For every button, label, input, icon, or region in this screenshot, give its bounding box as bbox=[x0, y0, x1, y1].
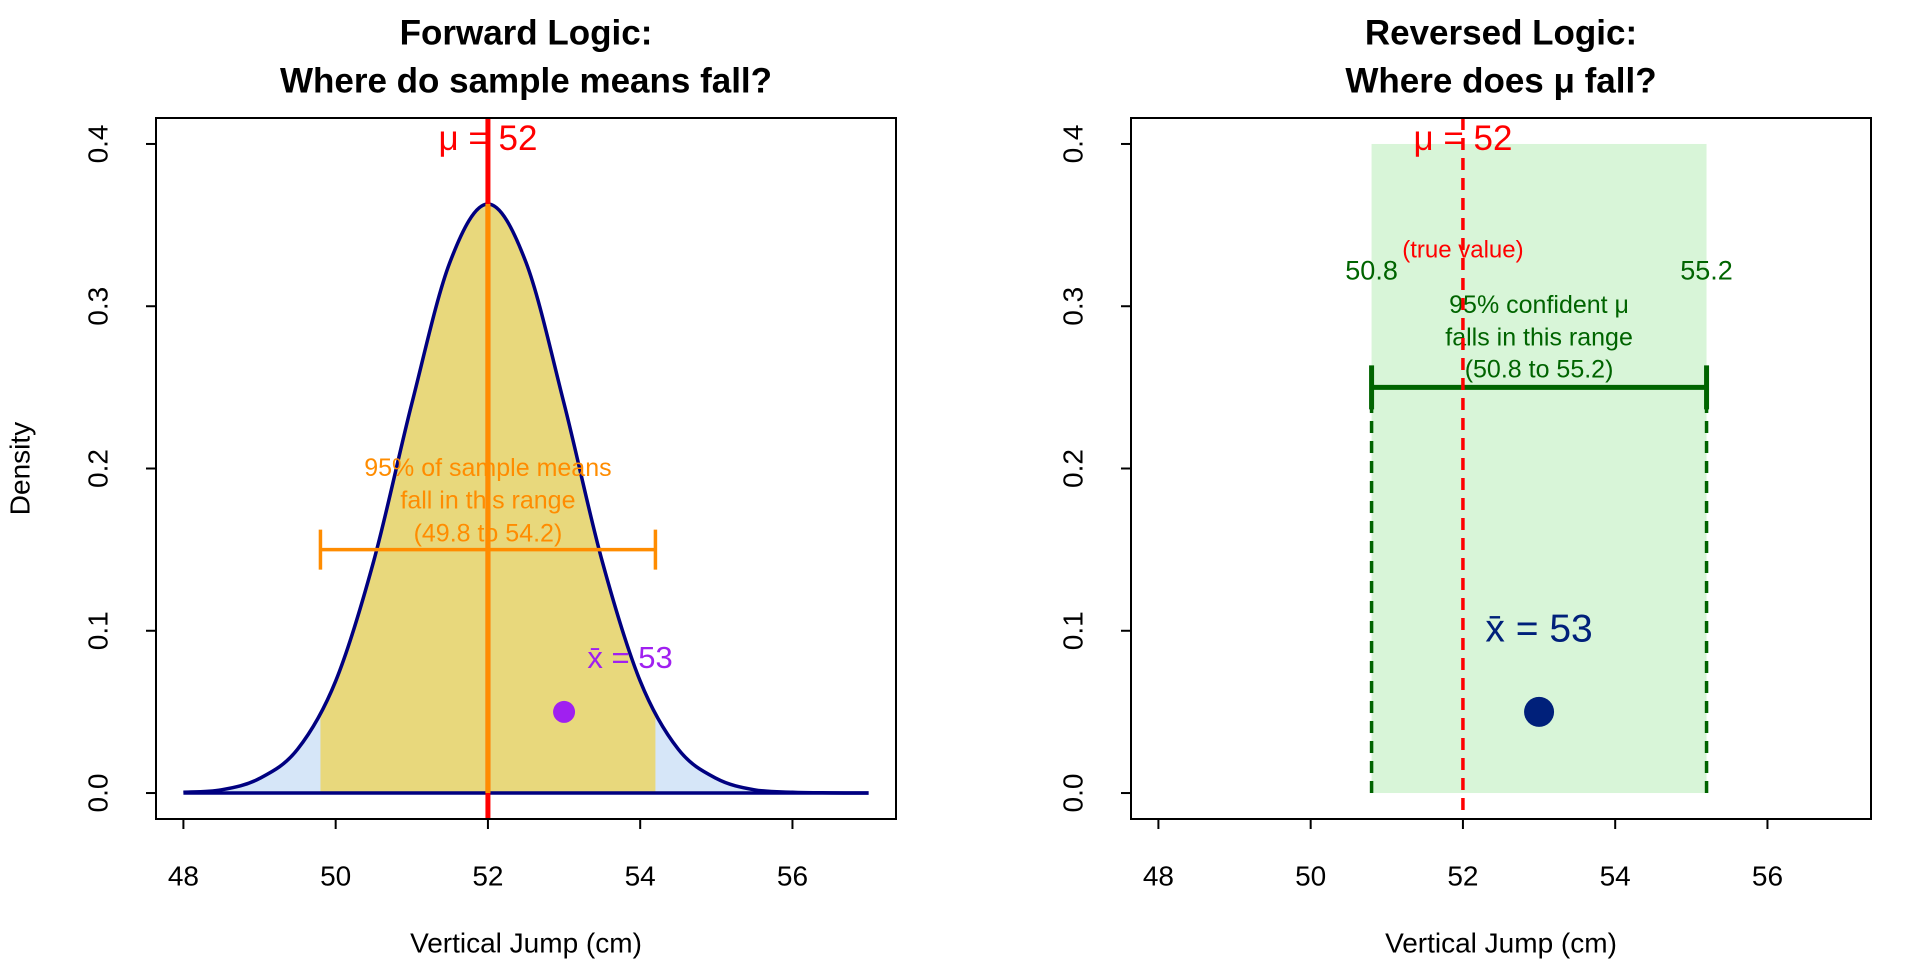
x-tick-label: 48 bbox=[168, 860, 199, 891]
interval-note: (50.8 to 55.2) bbox=[1465, 356, 1614, 384]
y-axis-label: Density bbox=[4, 422, 35, 515]
mu-note: (true value) bbox=[1402, 236, 1523, 263]
chart-title: Reversed Logic: bbox=[1365, 13, 1637, 52]
chart-title: Where do sample means fall? bbox=[280, 61, 772, 100]
y-tick-label: 0.2 bbox=[82, 449, 113, 488]
sample-mean-point bbox=[1524, 696, 1555, 727]
interval-note: (49.8 to 54.2) bbox=[414, 520, 563, 548]
interval-note: 95% confident μ bbox=[1449, 291, 1629, 319]
chart-title: Forward Logic: bbox=[400, 13, 653, 52]
x-tick-label: 54 bbox=[625, 860, 656, 891]
x-tick-label: 56 bbox=[1752, 860, 1783, 891]
chart-title: Where does μ fall? bbox=[1345, 61, 1656, 100]
x-axis-label: Vertical Jump (cm) bbox=[1385, 927, 1617, 958]
interval-note: 95% of sample means bbox=[364, 454, 611, 482]
x-tick-label: 50 bbox=[320, 860, 351, 891]
interval-note: fall in this range bbox=[400, 486, 575, 514]
x-tick-label: 50 bbox=[1295, 860, 1326, 891]
x-tick-label: 54 bbox=[1600, 860, 1631, 891]
mu-label: μ = 52 bbox=[438, 119, 537, 158]
y-tick-label: 0.0 bbox=[82, 774, 113, 813]
x-tick-label: 56 bbox=[777, 860, 808, 891]
interval-note: falls in this range bbox=[1445, 323, 1633, 351]
sample-mean-label: x̄ = 53 bbox=[587, 640, 672, 675]
sample-mean-label: x̄ = 53 bbox=[1485, 608, 1592, 651]
y-tick-label: 0.1 bbox=[82, 611, 113, 650]
x-tick-label: 52 bbox=[472, 860, 503, 891]
confidence-band bbox=[1371, 143, 1707, 794]
y-tick-label: 0.1 bbox=[1057, 611, 1088, 650]
x-tick-label: 48 bbox=[1143, 860, 1174, 891]
sample-mean-point bbox=[553, 700, 576, 723]
range-label: 50.8 bbox=[1345, 255, 1398, 285]
x-tick-label: 52 bbox=[1447, 860, 1478, 891]
y-tick-label: 0.4 bbox=[1057, 124, 1088, 163]
density-curve bbox=[183, 202, 869, 795]
y-tick-label: 0.0 bbox=[1057, 774, 1088, 813]
y-tick-label: 0.4 bbox=[82, 124, 113, 163]
y-tick-label: 0.3 bbox=[82, 287, 113, 326]
x-axis-label: Vertical Jump (cm) bbox=[410, 927, 642, 958]
y-tick-label: 0.2 bbox=[1057, 449, 1088, 488]
range-label: 55.2 bbox=[1680, 255, 1733, 285]
y-tick-label: 0.3 bbox=[1057, 287, 1088, 326]
mu-label: μ = 52 bbox=[1413, 119, 1512, 158]
